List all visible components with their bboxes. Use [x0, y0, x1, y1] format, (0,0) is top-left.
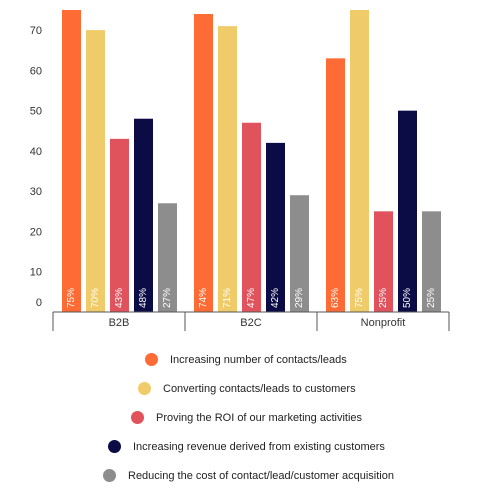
bar-value-label: 48% [138, 288, 149, 308]
bar [266, 142, 285, 312]
bar [422, 211, 441, 312]
bar-value-label: 70% [90, 288, 101, 308]
bar [158, 203, 177, 312]
bar [218, 26, 237, 313]
bar-value-label: 47% [246, 288, 257, 308]
bar-value-label: 75% [66, 288, 77, 308]
bar-value-label: 74% [198, 288, 209, 308]
bar [374, 211, 393, 312]
bar [86, 30, 105, 313]
bar-value-label: 71% [222, 288, 233, 308]
bar-value-label: 25% [378, 288, 389, 308]
y-tick-label: 60 [30, 65, 42, 77]
bar [62, 10, 81, 312]
y-tick-label: 20 [30, 226, 42, 238]
bar [134, 118, 153, 312]
bar [326, 58, 345, 312]
x-category-label: B2B [109, 317, 130, 329]
y-tick-label: 50 [30, 106, 42, 118]
y-tick-label: 70 [30, 25, 42, 37]
y-tick-label: 30 [30, 186, 42, 198]
bar [350, 10, 369, 312]
x-category-label: Nonprofit [361, 317, 406, 329]
bar-value-label: 29% [294, 288, 305, 308]
bar-value-label: 25% [426, 288, 437, 308]
bar-value-label: 75% [354, 288, 365, 308]
bar [110, 138, 129, 312]
bar [290, 195, 309, 312]
bar-value-label: 27% [162, 288, 173, 308]
bar-value-label: 63% [330, 288, 341, 308]
bar [398, 110, 417, 313]
y-tick-label: 0 [36, 297, 42, 309]
y-tick-label: 10 [30, 267, 42, 279]
bar [242, 122, 261, 312]
y-tick-label: 40 [30, 146, 42, 158]
bar [194, 14, 213, 312]
bar-value-label: 50% [402, 288, 413, 308]
bar-value-label: 43% [114, 288, 125, 308]
x-category-label: B2C [240, 317, 261, 329]
bar-value-label: 42% [270, 288, 281, 308]
